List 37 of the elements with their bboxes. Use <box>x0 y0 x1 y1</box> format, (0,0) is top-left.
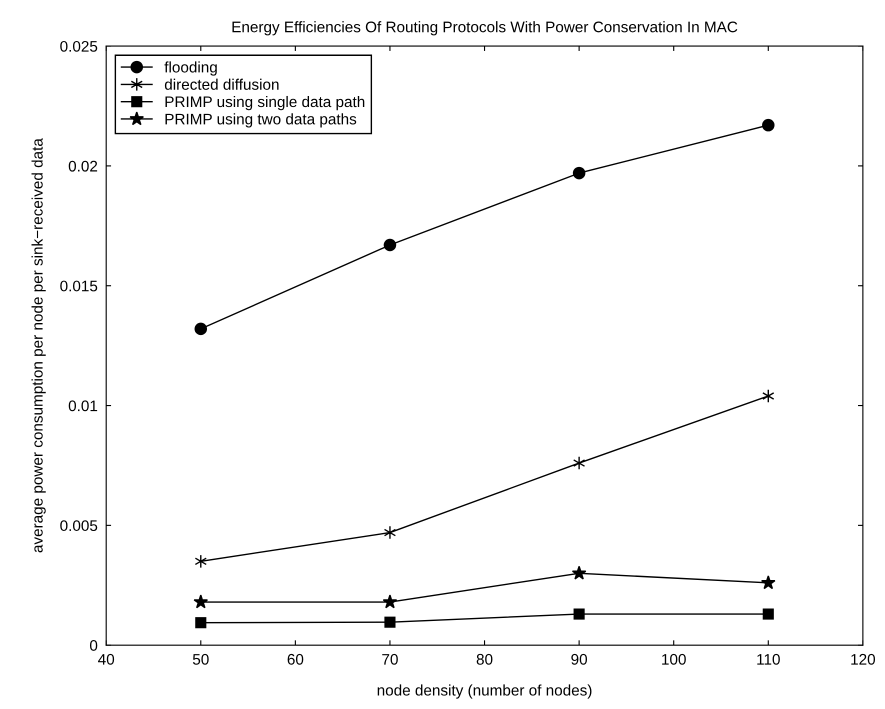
point <box>193 594 208 608</box>
x-tick-label: 120 <box>851 654 876 665</box>
y-tick-label: 0.015 <box>60 280 98 292</box>
point <box>572 166 586 180</box>
point <box>194 322 208 336</box>
x-tick-label: 50 <box>192 654 209 665</box>
point <box>762 608 774 620</box>
y-tick-label: 0.025 <box>60 40 98 52</box>
x-axis-title: node density (number of nodes) <box>378 684 592 699</box>
x-tick-label: 110 <box>757 654 780 665</box>
y-axis-title: average power consumption per node per sink−received data <box>32 138 46 552</box>
y-tick-label: 0.005 <box>60 520 98 532</box>
y-tick-label: 0 <box>90 640 98 651</box>
point <box>195 617 206 628</box>
x-tick-label: 80 <box>476 654 492 665</box>
y-tick-label: 0.01 <box>68 400 98 412</box>
point <box>194 554 207 568</box>
legend-label: flooding <box>164 61 217 76</box>
legend-label: PRIMP using single data path <box>166 96 364 110</box>
x-tick-label: 60 <box>288 654 304 665</box>
x-tick-label: 70 <box>382 654 398 665</box>
y-tick-label: 0.02 <box>68 160 98 172</box>
point <box>384 238 396 252</box>
point <box>762 118 775 132</box>
point <box>384 616 396 628</box>
point <box>760 575 776 590</box>
x-tick-label: 90 <box>571 654 588 665</box>
point <box>382 594 398 608</box>
legend-label: PRIMP using two data paths <box>166 113 356 128</box>
point <box>762 389 774 403</box>
legend-label: directed diffusion <box>164 78 278 90</box>
chart-title: Energy Efficiencies Of Routing Protocols With Power Conservation In MAC <box>232 21 738 36</box>
point <box>572 566 586 580</box>
point <box>574 608 585 620</box>
x-tick-label: 40 <box>98 654 114 665</box>
x-tick-label: 100 <box>662 654 686 665</box>
point <box>573 456 586 470</box>
